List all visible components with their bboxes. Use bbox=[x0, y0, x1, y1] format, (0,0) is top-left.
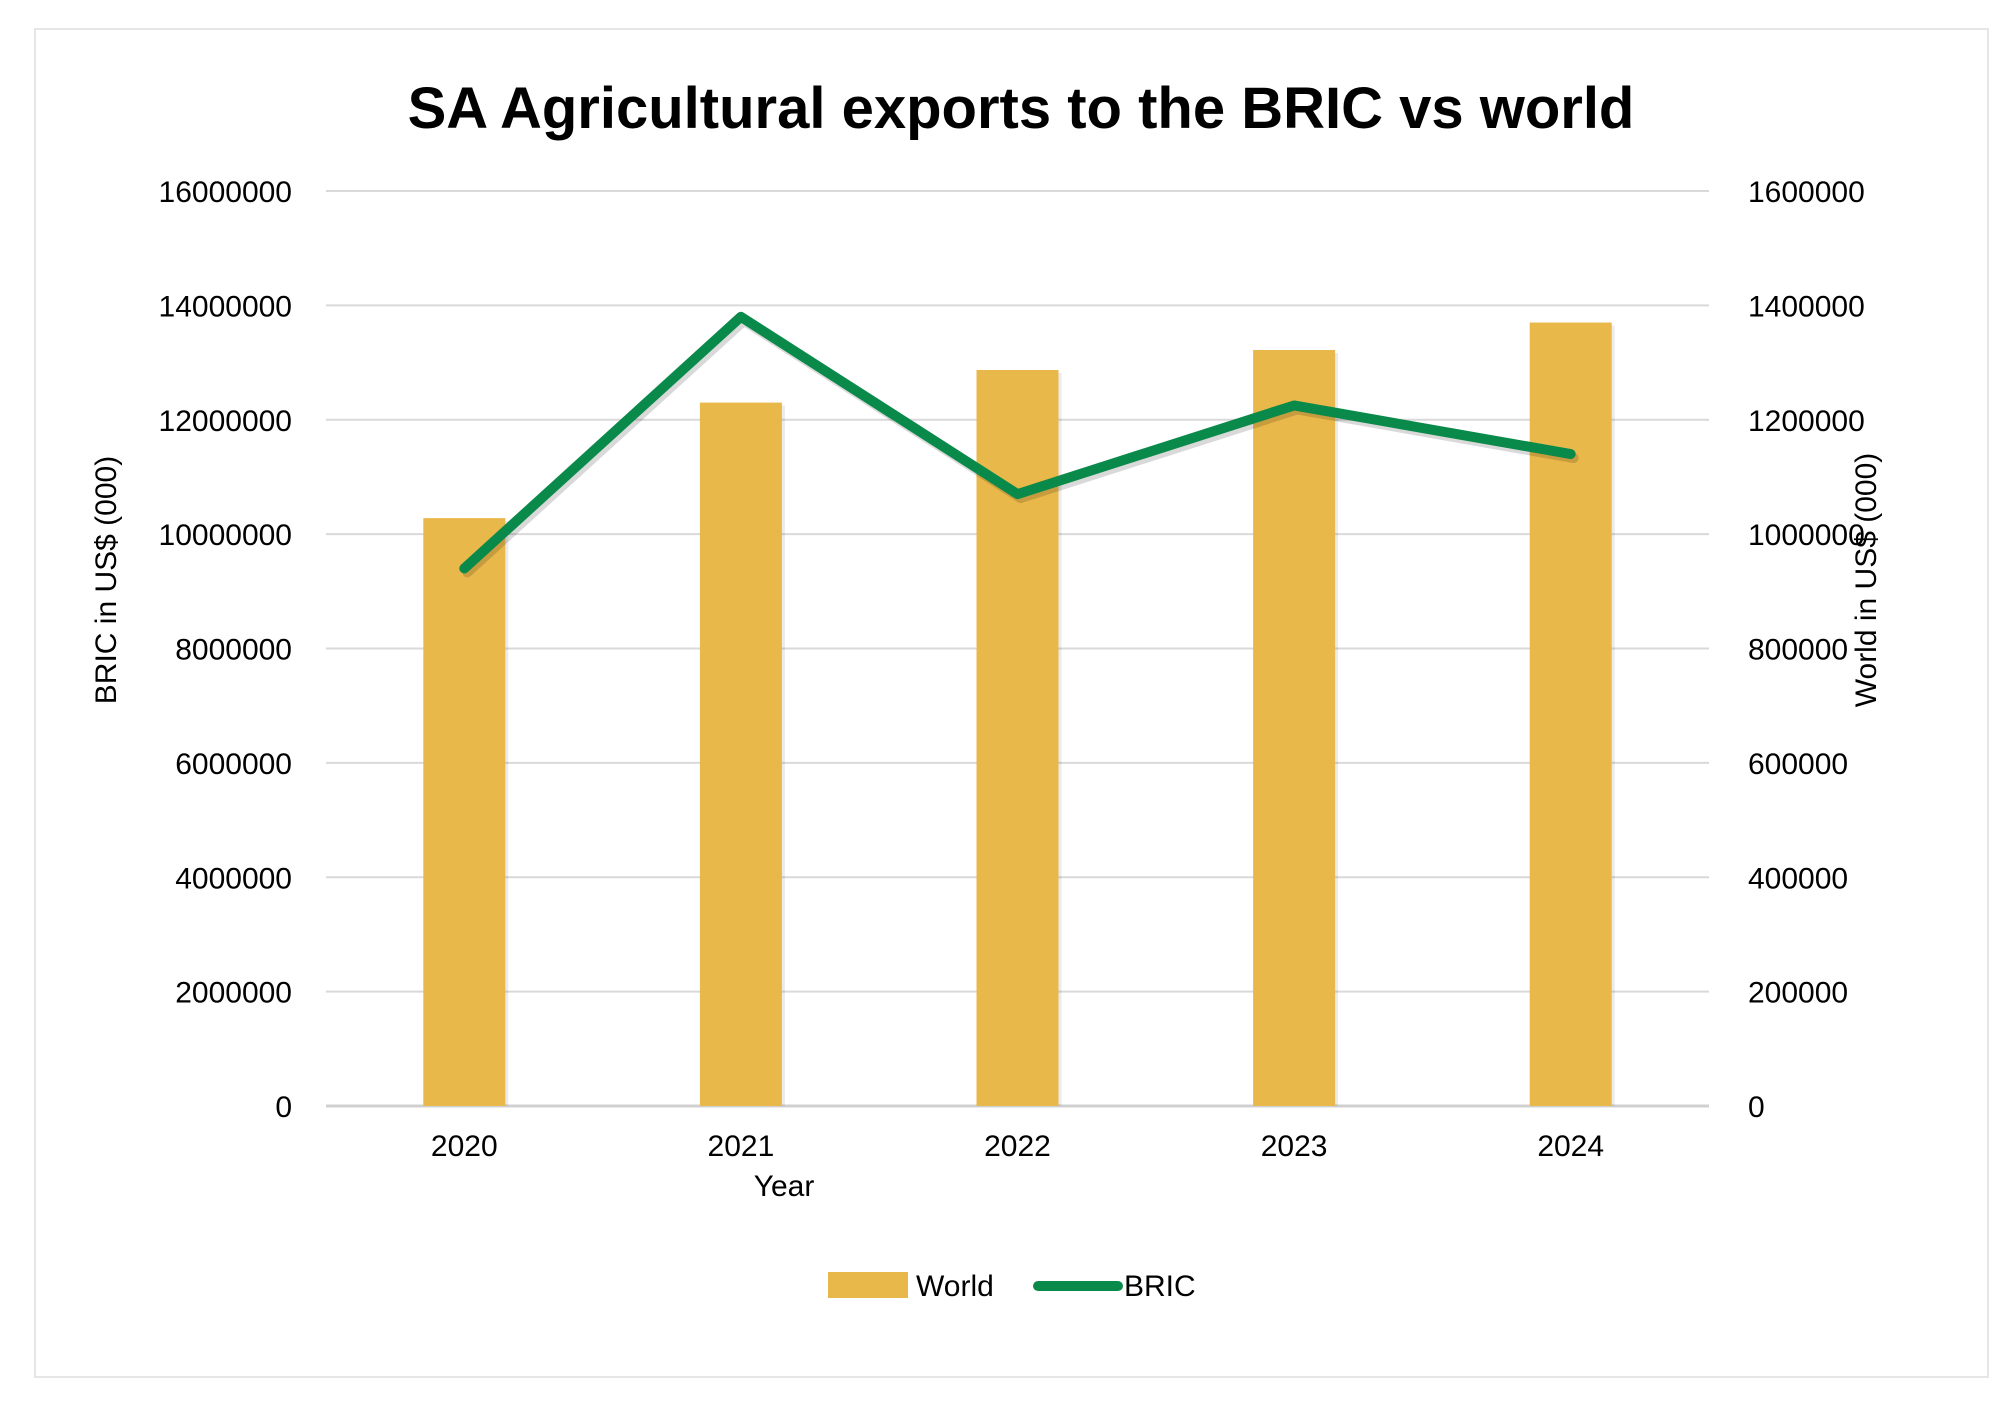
left-tick-label: 8000000 bbox=[175, 634, 292, 667]
left-tick-label: 4000000 bbox=[175, 862, 292, 895]
legend-world-swatch bbox=[828, 1272, 908, 1298]
bric-point bbox=[1017, 493, 1018, 495]
bric-point bbox=[1293, 404, 1295, 406]
left-axis-label: BRIC in US$ (000) bbox=[90, 456, 123, 704]
right-tick-label: 400000 bbox=[1748, 862, 1848, 895]
left-tick-label: 6000000 bbox=[175, 748, 292, 781]
right-tick-label: 1200000 bbox=[1748, 405, 1865, 438]
x-axis-ticks: 2020 2021 2022 2023 2024 bbox=[431, 1130, 1604, 1163]
x-tick-label: 2021 bbox=[708, 1130, 775, 1163]
x-tick-label: 2023 bbox=[1261, 1130, 1328, 1163]
chart-frame: SA Agricultural exports to the BRIC vs w… bbox=[34, 28, 1989, 1378]
left-tick-label: 10000000 bbox=[159, 519, 292, 552]
right-axis-label: World in US$ (000) bbox=[1850, 453, 1883, 708]
chart-title: SA Agricultural exports to the BRIC vs w… bbox=[408, 76, 1635, 141]
legend-world-label: World bbox=[916, 1270, 994, 1303]
bric-line-layer bbox=[459, 311, 1579, 578]
right-tick-label: 800000 bbox=[1748, 634, 1848, 667]
right-tick-label: 1600000 bbox=[1748, 176, 1865, 209]
left-tick-label: 0 bbox=[275, 1091, 292, 1124]
right-tick-label: 0 bbox=[1748, 1091, 1765, 1124]
bric-point bbox=[463, 567, 465, 569]
legend: World BRIC bbox=[828, 1270, 1196, 1303]
world-bar bbox=[423, 518, 506, 1106]
bric-point bbox=[740, 316, 742, 318]
right-axis-ticks: 0 200000 400000 600000 800000 1000000 1200000 1… bbox=[1748, 176, 1865, 1124]
left-tick-label: 2000000 bbox=[175, 977, 292, 1010]
x-tick-label: 2024 bbox=[1537, 1130, 1604, 1163]
x-tick-label: 2022 bbox=[984, 1130, 1051, 1163]
world-bars bbox=[423, 322, 1615, 1106]
bric-point bbox=[1570, 453, 1572, 455]
x-axis-label: Year bbox=[754, 1170, 815, 1203]
right-tick-label: 200000 bbox=[1748, 977, 1848, 1010]
legend-bric-label: BRIC bbox=[1124, 1270, 1196, 1303]
left-tick-label: 16000000 bbox=[159, 176, 292, 209]
right-tick-label: 1000000 bbox=[1748, 519, 1865, 552]
left-tick-label: 14000000 bbox=[159, 290, 292, 323]
chart: SA Agricultural exports to the BRIC vs w… bbox=[90, 76, 1883, 1303]
right-tick-label: 1400000 bbox=[1748, 290, 1865, 323]
world-bar bbox=[1253, 349, 1336, 1106]
left-axis-ticks: 0 2000000 4000000 6000000 8000000 10000000 120… bbox=[159, 176, 292, 1124]
right-tick-label: 600000 bbox=[1748, 748, 1848, 781]
x-tick-label: 2020 bbox=[431, 1130, 498, 1163]
world-bar bbox=[1529, 322, 1612, 1106]
world-bar bbox=[699, 402, 782, 1106]
left-tick-label: 12000000 bbox=[159, 405, 292, 438]
